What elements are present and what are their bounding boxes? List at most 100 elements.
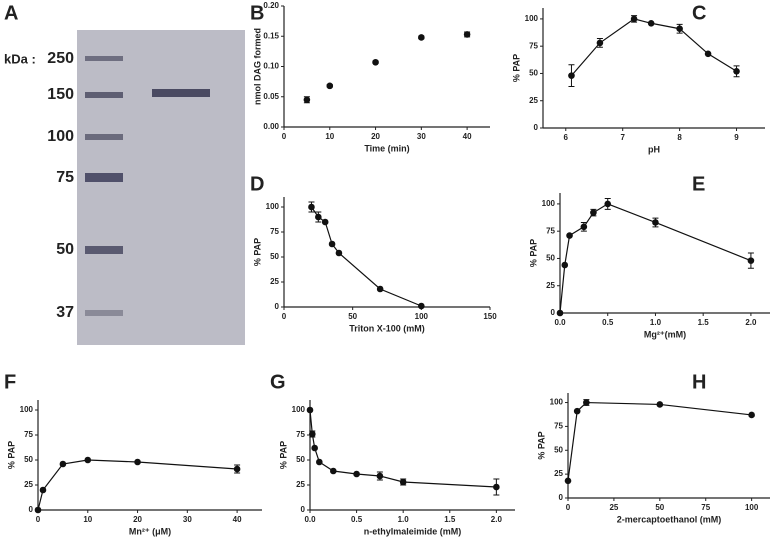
ladder-band — [85, 92, 123, 98]
data-point — [647, 19, 655, 27]
data-point — [561, 261, 569, 269]
y-axis-label: % PAP — [528, 239, 538, 267]
x-axis-label: Triton X-100 (mM) — [349, 323, 425, 333]
x-tick-label: 0.0 — [304, 515, 316, 524]
data-point — [59, 460, 67, 468]
data-point — [573, 407, 581, 415]
y-tick-label: 0 — [275, 302, 280, 311]
y-axis-label: % PAP — [511, 54, 521, 82]
x-tick-label: 75 — [701, 503, 710, 512]
y-tick-label: 50 — [270, 252, 279, 261]
data-point — [233, 465, 241, 473]
data-point — [353, 470, 360, 478]
data-point — [580, 223, 588, 231]
x-tick-label: 1.5 — [698, 318, 710, 327]
x-tick-label: 7 — [620, 133, 625, 142]
data-point — [748, 411, 755, 419]
data-point — [311, 444, 318, 452]
data-point — [399, 478, 407, 486]
x-tick-label: 0 — [282, 312, 287, 321]
x-tick-label: 8 — [677, 133, 682, 142]
y-axis-label: nmol DAG formed — [252, 28, 262, 105]
panel-label: G — [270, 371, 286, 393]
y-tick-label: 25 — [24, 480, 33, 489]
y-tick-label: 50 — [24, 455, 33, 464]
y-tick-label: 0 — [29, 505, 34, 514]
x-tick-label: 2.0 — [745, 318, 757, 327]
data-point — [372, 58, 379, 66]
protein-band — [152, 89, 210, 97]
data-point — [39, 486, 47, 494]
data-point — [704, 50, 712, 58]
y-axis-label: % PAP — [536, 431, 546, 459]
x-tick-label: 30 — [183, 515, 192, 524]
y-tick-label: 0.20 — [263, 1, 279, 10]
data-point — [566, 232, 573, 239]
panel-label: D — [250, 173, 264, 195]
x-axis-label: Time (min) — [364, 143, 409, 153]
data-point — [418, 302, 425, 310]
x-tick-label: 1.0 — [650, 318, 662, 327]
data-line — [37, 459, 238, 511]
y-tick-label: 25 — [546, 281, 555, 290]
x-tick-label: 10 — [83, 515, 92, 524]
y-tick-label: 25 — [296, 480, 305, 489]
data-point — [84, 456, 92, 464]
panel-label: B — [250, 2, 264, 24]
x-tick-label: 150 — [483, 312, 497, 321]
chart-panel: F 0 25 50 75 100 0 10 20 30 40 Mn²⁺ (μM) % PAP — [4, 371, 262, 536]
x-tick-label: 30 — [417, 132, 426, 141]
marker-label: 37 — [56, 304, 74, 321]
data-point — [329, 467, 337, 475]
chart-panel: G 0 25 50 75 100 0.0 0.5 1.0 1.5 2.0 n-ethylmaleimi… — [270, 371, 515, 536]
chart-panel: H 0 25 50 75 100 0 25 50 75 100 2-mercaptoethanol (… — [536, 371, 770, 524]
chart-panel: C 0 25 50 75 100 6 7 8 9 pH % PAP — [511, 2, 765, 154]
y-axis-label: % PAP — [278, 441, 288, 469]
data-line — [309, 409, 497, 488]
y-tick-label: 100 — [525, 14, 539, 23]
data-point — [326, 82, 334, 90]
marker-label: 50 — [56, 241, 74, 258]
data-point — [652, 219, 659, 226]
x-tick-label: 40 — [463, 132, 472, 141]
data-line — [567, 401, 752, 481]
y-tick-label: 75 — [546, 226, 555, 235]
x-tick-label: 0.5 — [602, 318, 614, 327]
data-point — [596, 39, 604, 47]
x-axis-label: n-ethylmaleimide (mM) — [364, 526, 462, 536]
y-tick-label: 100 — [542, 199, 556, 208]
data-point — [309, 430, 316, 438]
data-point — [463, 31, 471, 38]
marker-label: 100 — [47, 128, 74, 145]
x-tick-label: 100 — [415, 312, 429, 321]
y-tick-label: 50 — [554, 445, 563, 454]
ladder-band — [85, 173, 123, 182]
y-tick-label: 75 — [554, 422, 563, 431]
x-tick-label: 50 — [348, 312, 357, 321]
y-tick-label: 100 — [266, 202, 280, 211]
x-tick-label: 6 — [564, 133, 569, 142]
data-point — [630, 15, 638, 23]
data-point — [418, 34, 425, 41]
x-tick-label: 20 — [371, 132, 380, 141]
data-line — [571, 18, 737, 77]
x-tick-label: 2.0 — [491, 515, 503, 524]
data-point — [303, 96, 311, 104]
data-point — [556, 309, 564, 317]
y-tick-label: 25 — [529, 96, 538, 105]
ladder-band — [85, 134, 123, 140]
data-point — [604, 200, 612, 208]
x-tick-label: 0 — [282, 132, 287, 141]
marker-label: 150 — [47, 86, 74, 103]
data-point — [376, 472, 384, 480]
panel-label: A — [4, 2, 18, 24]
x-tick-label: 50 — [655, 503, 664, 512]
data-line — [559, 203, 752, 314]
x-tick-label: 1.5 — [444, 515, 456, 524]
panel-label: C — [692, 2, 706, 24]
y-tick-label: 0.05 — [263, 92, 279, 101]
x-tick-label: 0 — [36, 515, 41, 524]
chart-panel: D 0 25 50 75 100 0 50 100 150 Triton X-100 (mM) % P… — [250, 173, 497, 333]
x-tick-label: 25 — [609, 503, 618, 512]
